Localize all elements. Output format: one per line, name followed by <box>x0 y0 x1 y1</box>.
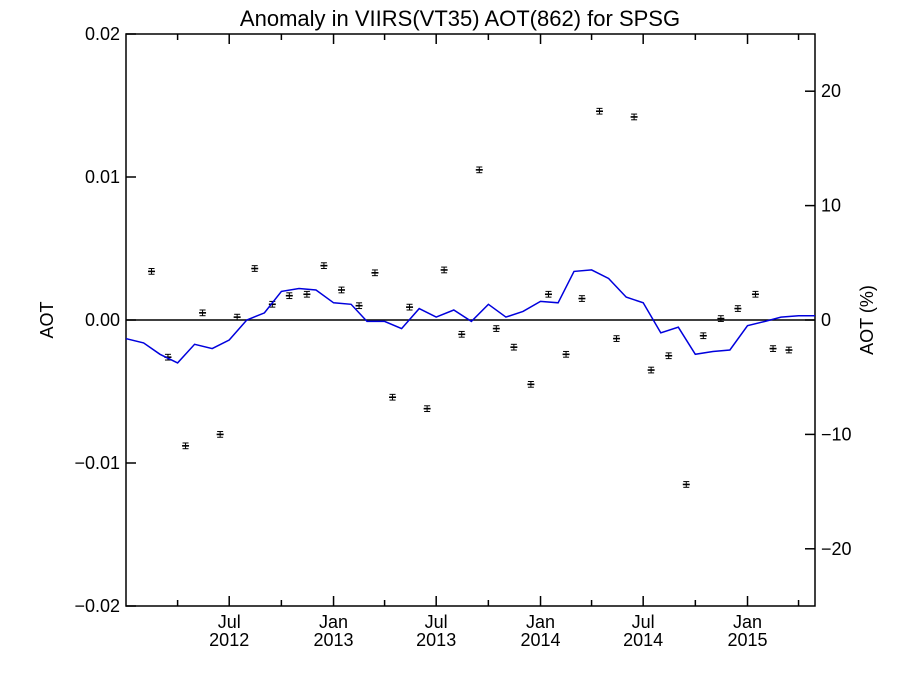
anomaly-point <box>682 481 690 488</box>
anomaly-point <box>510 343 518 351</box>
anomaly-point <box>613 335 621 342</box>
x-tick-label-year: 2015 <box>727 630 767 650</box>
anomaly-point <box>216 431 224 438</box>
y-tick-label: 0.01 <box>85 167 120 187</box>
anomaly-point <box>285 292 293 300</box>
y2-tick-label: 0 <box>821 310 831 330</box>
anomaly-point <box>371 269 379 277</box>
left-axis-ticks: 0.02 0.01 0.00 −0.01 −0.02 <box>74 24 136 616</box>
x-tick-label-year: 2014 <box>623 630 663 650</box>
y-tick-label: −0.02 <box>74 596 120 616</box>
x-tick-label-year: 2013 <box>416 630 456 650</box>
anomaly-point <box>665 352 673 360</box>
anomaly-point <box>355 302 363 310</box>
x-tick-label-month: Jul <box>632 612 655 632</box>
anomaly-point <box>492 325 500 332</box>
anomaly-point <box>630 113 638 121</box>
y2-tick-label: 20 <box>821 81 841 101</box>
anomaly-point <box>562 350 570 358</box>
anomaly-point <box>596 107 604 115</box>
x-tick-label-month: Jan <box>319 612 348 632</box>
x-tick-label-year: 2013 <box>314 630 354 650</box>
anomaly-point <box>182 442 190 450</box>
anomaly-point <box>734 305 742 312</box>
anomaly-point <box>699 332 707 340</box>
anomaly-point <box>406 303 414 311</box>
series-layer <box>125 107 815 488</box>
anomaly-point <box>423 405 431 413</box>
x-axis-ticks: Jul2012Jan2013Jul2013Jan2014Jul2014Jan20… <box>176 34 800 650</box>
right-axis-ticks: 20 10 0 −10 −20 <box>805 81 852 559</box>
y2-axis-label: AOT (%) <box>857 285 877 355</box>
anomaly-point <box>320 262 328 270</box>
x-tick-label-month: Jul <box>425 612 448 632</box>
anomaly-point <box>303 290 311 298</box>
y-axis-label: AOT <box>37 301 57 338</box>
chart-title: Anomaly in VIIRS(VT35) AOT(862) for SPSG <box>240 6 680 31</box>
x-tick-label-year: 2012 <box>209 630 249 650</box>
anomaly-point <box>717 315 725 322</box>
anomaly-point <box>440 266 448 274</box>
anomaly-point <box>164 353 172 361</box>
anomaly-point <box>148 268 156 275</box>
y2-tick-label: 10 <box>821 196 841 216</box>
x-tick-label-month: Jan <box>733 612 762 632</box>
anomaly-point <box>251 265 259 272</box>
anomaly-point <box>233 313 241 321</box>
anomaly-point <box>337 286 345 294</box>
anomaly-point <box>527 380 535 388</box>
anomaly-point <box>475 166 483 174</box>
anomaly-point <box>389 393 397 401</box>
anomaly-point <box>544 290 552 298</box>
smoothed-anomaly-line <box>125 269 815 364</box>
anomaly-point <box>751 290 759 298</box>
y2-tick-label: −10 <box>821 424 852 444</box>
anomaly-point <box>647 366 655 374</box>
anomaly-point <box>199 309 207 317</box>
anomaly-point <box>785 346 793 354</box>
y-tick-label: −0.01 <box>74 453 120 473</box>
x-tick-label-month: Jan <box>526 612 555 632</box>
y-tick-label: 0.00 <box>85 310 120 330</box>
y2-tick-label: −20 <box>821 539 852 559</box>
anomaly-point <box>578 295 586 302</box>
anomaly-point <box>769 345 777 352</box>
x-tick-label-month: Jul <box>218 612 241 632</box>
anomaly-point <box>458 330 466 338</box>
y-tick-label: 0.02 <box>85 24 120 44</box>
x-tick-label-year: 2014 <box>521 630 561 650</box>
